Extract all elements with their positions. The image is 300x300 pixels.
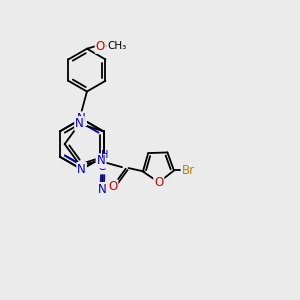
- Text: N: N: [98, 183, 106, 196]
- Text: Br: Br: [182, 164, 195, 177]
- Text: N: N: [77, 112, 86, 125]
- Text: H: H: [101, 150, 108, 160]
- Text: C: C: [97, 160, 106, 173]
- Text: N: N: [77, 163, 86, 176]
- Text: O: O: [154, 176, 164, 189]
- Text: CH₃: CH₃: [107, 41, 126, 51]
- Text: N: N: [75, 117, 84, 130]
- Text: O: O: [108, 180, 117, 193]
- Text: O: O: [96, 40, 105, 53]
- Text: N: N: [97, 154, 105, 167]
